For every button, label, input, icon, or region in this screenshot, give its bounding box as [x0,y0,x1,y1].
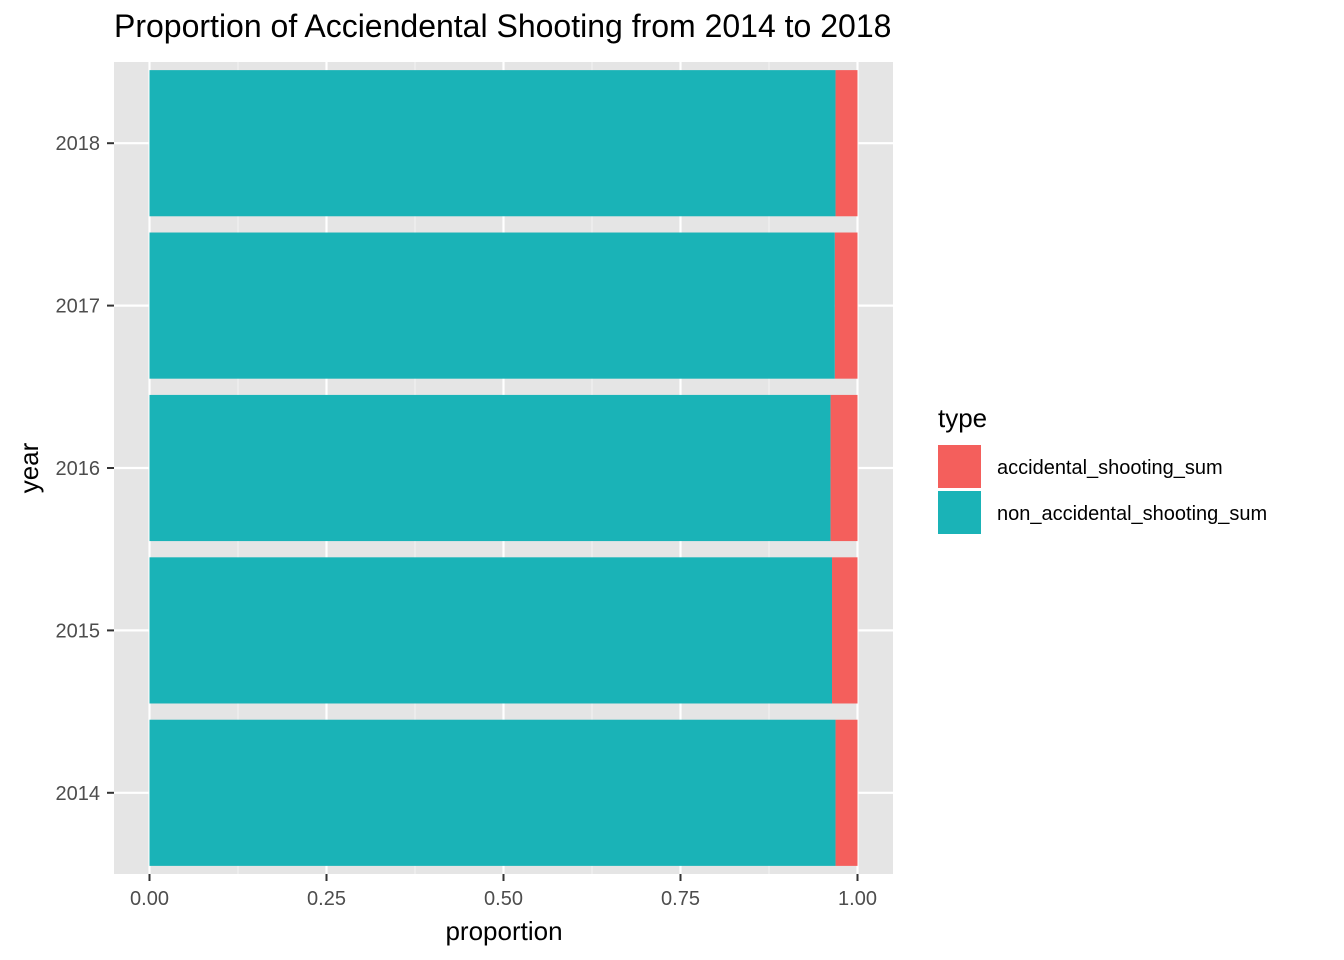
bar-accidental_shooting_sum-2016 [830,394,858,542]
legend-label: accidental_shooting_sum [997,457,1223,479]
x-tick-label: 0.75 [661,888,700,910]
bar-non_accidental_shooting_sum-2015 [149,557,833,704]
legend-key [938,491,981,534]
bar-accidental_shooting_sum-2017 [834,232,858,379]
bar-non_accidental_shooting_sum-2014 [149,719,836,866]
x-tick-label: 1.00 [838,888,877,910]
legend-key [938,445,981,488]
bar-accidental_shooting_sum-2018 [835,70,858,217]
y-axis-title: year [14,442,44,493]
bar-non_accidental_shooting_sum-2018 [149,70,836,217]
y-tick-label: 2014 [56,783,101,805]
x-tick-label: 0.25 [307,888,346,910]
x-axis-title: proportion [445,916,562,946]
y-tick-label: 2016 [56,458,101,480]
legend: type accidental_shooting_sum non_accident… [938,403,1267,534]
x-tick-label: 0.50 [484,888,523,910]
x-tick-label: 0.00 [130,888,169,910]
y-tick-label: 2017 [56,296,101,318]
bar-non_accidental_shooting_sum-2017 [149,232,835,379]
chart-title: Proportion of Acciendental Shooting from… [114,8,892,44]
bars-layer [149,70,858,866]
axes-layer: 0.00 0.25 0.50 0.75 1.00 2014 2015 2016 2017 2018 [56,133,877,910]
y-tick-label: 2015 [56,620,101,642]
legend-label: non_accidental_shooting_sum [997,503,1267,525]
bar-accidental_shooting_sum-2015 [832,557,858,704]
y-tick-label: 2018 [56,133,101,155]
bar-accidental_shooting_sum-2014 [835,719,858,866]
bar-non_accidental_shooting_sum-2016 [149,394,831,542]
legend-title: type [938,403,987,433]
